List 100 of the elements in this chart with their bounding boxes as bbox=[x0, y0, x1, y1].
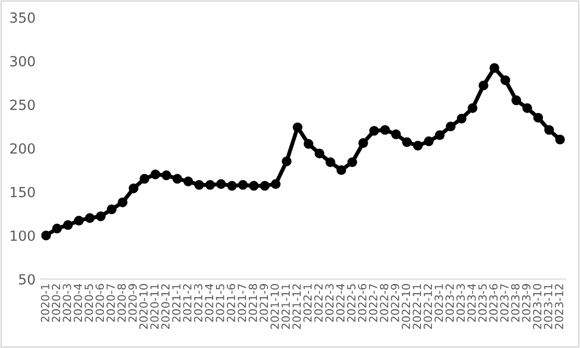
point bbox=[304, 139, 314, 149]
point bbox=[544, 125, 554, 135]
point bbox=[150, 170, 160, 180]
point bbox=[292, 122, 302, 132]
x-tick-label: 2023-5 bbox=[478, 284, 487, 322]
point bbox=[84, 213, 95, 223]
x-tick-label: 2020-10 bbox=[139, 284, 148, 329]
x-tick-label: 2022-11 bbox=[412, 284, 422, 329]
point bbox=[205, 180, 215, 190]
point bbox=[140, 174, 150, 184]
x-tick-label: 2022-4 bbox=[336, 284, 345, 322]
point bbox=[238, 180, 248, 190]
point bbox=[96, 211, 106, 222]
x-tick-label: 2023-7 bbox=[500, 284, 509, 322]
x-tick-label: 2021-5 bbox=[216, 284, 224, 322]
y-tick-label: 100 bbox=[10, 230, 35, 241]
point bbox=[63, 220, 73, 230]
point bbox=[118, 197, 128, 208]
y-tick-label: 250 bbox=[10, 100, 35, 110]
x-tick-label: 2023-3 bbox=[456, 284, 465, 322]
x-tick-label: 2021-12 bbox=[292, 284, 301, 329]
x-tick-label: 2023-10 bbox=[532, 284, 542, 329]
x-tick-label: 2021-1 bbox=[172, 284, 181, 322]
x-tick-label: 2023-9 bbox=[522, 284, 530, 322]
x-tick-label: 2021-4 bbox=[204, 284, 214, 322]
x-tick-label: 2021-8 bbox=[248, 284, 258, 322]
point bbox=[106, 204, 117, 214]
x-tick-label: 2021-7 bbox=[238, 284, 246, 322]
point bbox=[402, 137, 412, 148]
point bbox=[413, 140, 423, 150]
point bbox=[434, 130, 445, 140]
point bbox=[270, 179, 281, 189]
point bbox=[358, 138, 368, 148]
x-tick-label: 2022-6 bbox=[358, 284, 366, 322]
point bbox=[490, 63, 500, 73]
x-tick-label: 2023-8 bbox=[511, 284, 520, 322]
point bbox=[478, 80, 488, 90]
x-tick-label: 2020-2 bbox=[52, 284, 60, 322]
x-tick-label: 2023-1 bbox=[434, 284, 443, 322]
point bbox=[74, 216, 84, 226]
x-tick-label: 2022-10 bbox=[402, 284, 410, 329]
point bbox=[369, 126, 379, 136]
point bbox=[446, 122, 456, 132]
x-tick-label: 2020-6 bbox=[96, 284, 104, 322]
point bbox=[555, 134, 565, 144]
x-tick-label: 2021-2 bbox=[183, 284, 192, 322]
point bbox=[194, 180, 204, 190]
x-tick-label: 2022-2 bbox=[314, 284, 323, 322]
x-tick-label: 2023-6 bbox=[489, 284, 498, 322]
x-tick-label: 2020-12 bbox=[161, 284, 170, 329]
x-tick-label: 2023-4 bbox=[467, 284, 476, 322]
point bbox=[183, 176, 194, 186]
x-tick-label: 2021-11 bbox=[281, 284, 290, 329]
point bbox=[216, 179, 226, 189]
point bbox=[468, 103, 478, 113]
y-tick-label: 150 bbox=[10, 186, 35, 198]
x-tick-label: 2020-1 bbox=[40, 284, 50, 322]
x-tick-label: 2023-2 bbox=[446, 284, 454, 322]
x-tick-label: 2020-5 bbox=[84, 284, 94, 322]
point bbox=[336, 165, 346, 175]
x-tick-label: 2022-7 bbox=[368, 284, 378, 322]
x-tick-label: 2020-9 bbox=[128, 284, 137, 322]
point bbox=[424, 136, 434, 146]
x-tick-label: 2021-3 bbox=[194, 284, 202, 322]
point bbox=[41, 230, 51, 240]
point bbox=[52, 224, 62, 234]
x-tick-label: 2022-12 bbox=[424, 284, 432, 329]
x-tick-label: 2022-1 bbox=[303, 284, 312, 322]
x-tick-label: 2021-9 bbox=[260, 284, 268, 322]
x-tick-label: 2023-11 bbox=[544, 284, 552, 329]
x-tick-label: 2021-10 bbox=[270, 284, 279, 329]
point bbox=[161, 170, 172, 180]
y-tick-label: 50 bbox=[19, 274, 35, 285]
y-tick-label: 350 bbox=[10, 12, 35, 23]
point bbox=[248, 180, 259, 191]
y-tick-label: 200 bbox=[10, 143, 35, 154]
x-tick-label: 2022-8 bbox=[380, 284, 388, 322]
point bbox=[522, 103, 532, 113]
x-tick-label: 2020-11 bbox=[150, 284, 159, 329]
x-tick-label: 2021-6 bbox=[226, 284, 236, 322]
x-tick-label: 2020-7 bbox=[106, 284, 115, 322]
point bbox=[347, 157, 358, 168]
x-tick-label: 2020-4 bbox=[74, 284, 82, 322]
x-tick-label: 2022-9 bbox=[390, 284, 400, 322]
point bbox=[326, 157, 336, 168]
x-tick-label: 2022-5 bbox=[347, 284, 356, 322]
point bbox=[260, 180, 270, 191]
point bbox=[128, 184, 138, 194]
point bbox=[456, 114, 466, 124]
point bbox=[391, 129, 401, 140]
point bbox=[511, 95, 522, 106]
x-tick-label: 2020-3 bbox=[62, 284, 72, 322]
x-tick-label: 2022-3 bbox=[325, 284, 334, 322]
point bbox=[533, 112, 544, 123]
point bbox=[314, 148, 324, 158]
point bbox=[500, 75, 510, 86]
y-tick-label: 300 bbox=[10, 56, 35, 66]
x-tick-label: 2023-12 bbox=[554, 284, 564, 329]
point bbox=[282, 156, 292, 166]
x-tick-label: 2020-8 bbox=[117, 284, 126, 322]
